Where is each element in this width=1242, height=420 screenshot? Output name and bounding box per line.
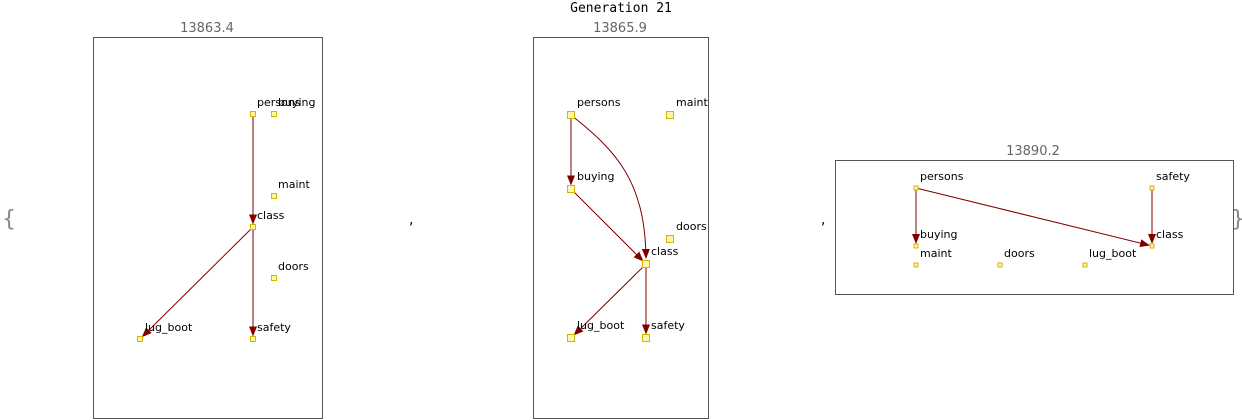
brace-close: } [1231,207,1242,232]
generation-title: Generation 21 [570,1,672,16]
graph-panel-3: 13890.2 persons safety buying class maint door… [835,144,1234,295]
edge-class-lug_boot [573,263,647,336]
node-label-persons: persons [257,96,301,109]
graph-frame [93,37,323,419]
edge-persons-class [915,187,1151,248]
node-persons[interactable] [250,111,256,117]
node-maint[interactable] [666,111,674,119]
node-label-lug-boot: lug_boot [577,319,625,332]
node-buying[interactable] [567,185,575,193]
node-class[interactable] [1149,243,1155,249]
node-doors[interactable] [271,275,277,281]
graph-score: 13863.4 [180,21,234,36]
node-label-buying: buying [577,170,614,183]
node-persons[interactable] [567,111,575,119]
graph-frame [835,160,1234,295]
graphs-layer: 13863.4personsbuyingmaintclassdoorslug_b… [93,21,1234,419]
node-label-persons: persons [577,96,621,109]
node-label-class: class [257,209,285,222]
node-buying[interactable] [271,111,277,117]
separator-2: , [821,212,825,228]
node-label-lug-boot: lug_boot [1089,247,1137,260]
node-buying[interactable] [913,243,919,249]
node-persons[interactable] [913,185,919,191]
node-label-lug-boot: lug_boot [145,321,193,334]
node-doors[interactable] [997,262,1003,268]
node-label-persons: persons [920,170,964,183]
node-label-doors: doors [676,220,707,233]
node-label-buying: buying [278,96,315,109]
graph-score: 13890.2 [1006,144,1060,159]
separator-1: , [409,212,413,228]
node-maint[interactable] [271,193,277,199]
node-label-class: class [1156,228,1184,241]
brace-open: { [2,207,16,232]
node-lug-boot[interactable] [137,336,143,342]
node-safety[interactable] [642,334,650,342]
node-label-class: class [651,245,679,258]
node-maint[interactable] [913,262,919,268]
node-label-buying: buying [920,228,957,241]
edge-class-lug_boot [141,226,254,338]
node-label-safety: safety [257,321,291,334]
node-class[interactable] [250,224,256,230]
node-lug-boot[interactable] [567,334,575,342]
node-label-safety: safety [651,319,685,332]
graph-panel-2: 13865.9 persons maint buying doors class lug_b… [533,21,709,419]
node-safety[interactable] [1149,185,1155,191]
node-label-safety: safety [1156,170,1190,183]
node-safety[interactable] [250,336,256,342]
node-label-maint: maint [920,247,952,260]
graph-score: 13865.9 [593,21,647,36]
edge-buying-class [570,188,644,262]
node-label-maint: maint [676,96,708,109]
node-label-maint: maint [278,178,310,191]
edge-persons-class [570,114,650,259]
node-label-doors: doors [278,260,309,273]
graph-frame [533,37,709,419]
node-doors[interactable] [666,235,674,243]
node-class[interactable] [642,260,650,268]
node-lug-boot[interactable] [1082,262,1088,268]
node-label-doors: doors [1004,247,1035,260]
